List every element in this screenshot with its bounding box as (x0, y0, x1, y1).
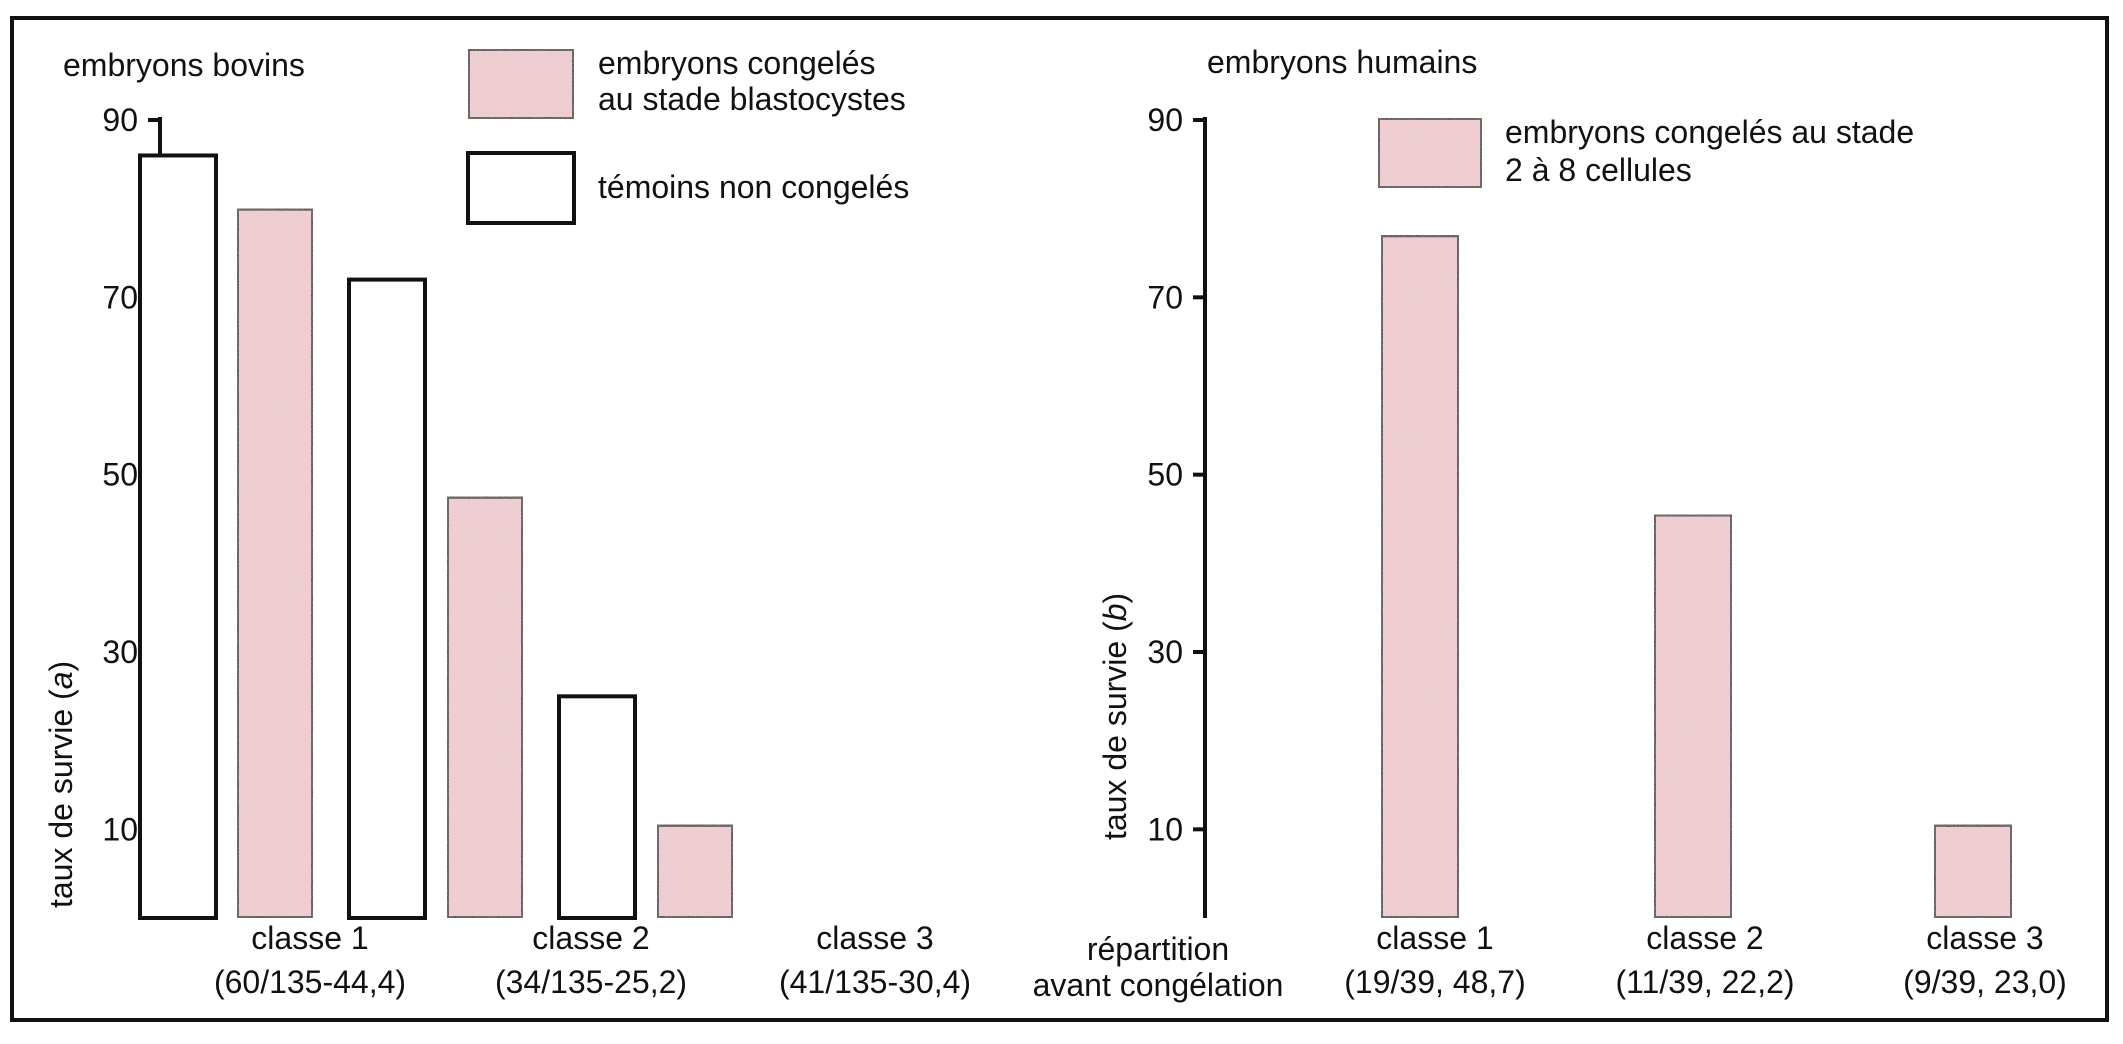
legend-swatch-frozen (1376, 116, 1484, 190)
bar-control-classe-2 (347, 277, 427, 921)
bars (138, 153, 735, 921)
x-axis-title: répartition avant congélation (1033, 931, 1284, 1003)
y-axis-label-text: taux de survie (1097, 641, 1133, 840)
y-axis-label-text: taux de survie (43, 709, 79, 908)
bar-frozen-classe-3 (1932, 822, 2014, 921)
y-axis-label: taux de survie (b) (1097, 593, 1133, 840)
x-axis-title-line1: répartition (1087, 931, 1229, 967)
x-category-labels: classe 1 (19/39, 48,7) classe 2 (11/39, … (1344, 920, 2067, 1000)
category-label: classe 3 (1926, 920, 2043, 956)
bar-frozen-classe-1 (1379, 233, 1461, 920)
legend: embryons congelés au stade 2 à 8 cellule… (1376, 114, 1914, 190)
panel-title: embryons humains (1207, 44, 1477, 80)
legend-swatch-control (466, 151, 576, 225)
category-label: classe 2 (532, 920, 649, 956)
legend-label: 2 à 8 cellules (1505, 152, 1692, 188)
y-tick-label: 90 (1147, 102, 1183, 138)
y-tick-label: 70 (1147, 279, 1183, 315)
y-tick-label: 70 (102, 279, 138, 315)
y-axis-label: taux de survie (a) (43, 661, 79, 908)
legend-swatch-frozen (466, 47, 576, 121)
y-tick-label: 10 (1147, 811, 1183, 847)
category-sublabel: (34/135-25,2) (495, 964, 687, 1000)
legend: embryons congelés au stade blastocystes … (466, 45, 909, 225)
figure-frame (10, 16, 2109, 1022)
category-label: classe 2 (1646, 920, 1763, 956)
y-axis-label-letter: b (1097, 603, 1133, 621)
bar-frozen-classe-2 (1652, 512, 1734, 920)
y-tick-label: 90 (102, 102, 138, 138)
bars (1379, 233, 2014, 921)
y-tick-label: 30 (102, 634, 138, 670)
y-tick-label: 50 (102, 457, 138, 493)
category-sublabel: (9/39, 23,0) (1903, 964, 2067, 1000)
bar-control-classe-1 (138, 153, 218, 920)
svg-text:taux de survie (b): taux de survie (b) (1097, 593, 1133, 840)
bovine-panel: embryons bovins taux de survie (a) 10 30 5… (43, 45, 971, 1000)
legend-label: témoins non congelés (598, 169, 909, 205)
category-sublabel: (41/135-30,4) (779, 964, 971, 1000)
category-sublabel: (11/39, 22,2) (1615, 964, 1794, 1000)
y-tick-label: 30 (1147, 634, 1183, 670)
category-label: classe 1 (1376, 920, 1493, 956)
legend-label: embryons congelés (598, 45, 875, 81)
bar-frozen-classe-1 (235, 206, 315, 920)
category-label: classe 1 (251, 920, 368, 956)
bar-frozen-classe-2 (445, 494, 525, 920)
bar-control-classe-3 (557, 694, 637, 920)
legend-label: au stade blastocystes (598, 81, 906, 117)
y-axis-label-letter: a (43, 671, 79, 689)
y-tick-label: 50 (1147, 457, 1183, 493)
x-category-labels: classe 1 (60/135-44,4) classe 2 (34/135-… (214, 920, 971, 1000)
legend-label: embryons congelés au stade (1505, 114, 1914, 150)
x-axis-title-line2: avant congélation (1033, 967, 1284, 1003)
y-tick-label: 10 (102, 811, 138, 847)
svg-text:taux de survie (a): taux de survie (a) (43, 661, 79, 908)
bar-frozen-classe-3 (655, 822, 735, 921)
human-panel: embryons humains taux de survie (b) 10 30… (1033, 44, 2067, 1003)
panel-title: embryons bovins (63, 47, 305, 83)
y-ticks: 10 30 50 70 90 (1147, 102, 1205, 847)
category-sublabel: (60/135-44,4) (214, 964, 406, 1000)
category-sublabel: (19/39, 48,7) (1344, 964, 1525, 1000)
category-label: classe 3 (816, 920, 933, 956)
